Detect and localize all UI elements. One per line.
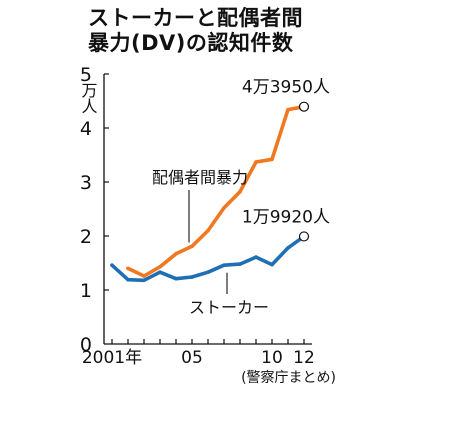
series-1-point-2011 [286, 246, 290, 250]
series-1-point-2000 [110, 263, 114, 267]
series-0-point-2009 [254, 160, 258, 164]
y-axis-label: 万人 [79, 82, 98, 114]
series-1-point-2009 [254, 255, 258, 259]
y-axis: 万人 0 1 2 3 4 5 [79, 64, 109, 356]
series-1-point-2006 [206, 270, 210, 274]
y-tick-label-2: 2 [80, 226, 92, 248]
series-name-1: ストーカー [189, 298, 269, 317]
series-1-point-2004 [174, 276, 178, 281]
series-0-point-2007 [222, 206, 226, 210]
series-0-point-2012 [298, 101, 310, 112]
series-1-point-2001 [126, 277, 130, 282]
series-1-point-2010 [270, 262, 274, 267]
series-0-point-2003 [158, 264, 162, 269]
series-0-point-2001 [126, 266, 130, 271]
series-1-point-2002 [142, 278, 146, 283]
series-layer [110, 101, 310, 283]
series-1-point-2003 [158, 270, 162, 274]
chart-title-line-2: 暴力(DV)の認知件数 [88, 31, 294, 55]
series-0-point-2004 [174, 252, 178, 256]
series-line-0 [126, 104, 306, 278]
series-0-point-2010 [270, 157, 274, 162]
y-tick-label-3: 3 [80, 172, 92, 194]
series-name-0: 配偶者間暴力 [152, 168, 248, 187]
chart-title-line-1: ストーカーと配偶者間 [88, 6, 303, 30]
y-tick-label-4: 4 [80, 118, 92, 140]
endpoint-label-1: 1万9920人 [242, 207, 330, 227]
series-0-point-2006 [206, 228, 210, 233]
series-0-point-2005 [190, 244, 194, 249]
x-tick-label-2000: 2001年 [82, 348, 142, 368]
x-tick-label-2012: 12 [293, 348, 315, 368]
y-tick-label-1: 1 [80, 280, 92, 302]
series-0-point-2008 [238, 189, 242, 194]
series-0-point-2011 [286, 107, 290, 112]
y-tick-label-0: 0 [80, 334, 92, 356]
x-tick-label-2005: 05 [181, 348, 203, 368]
series-1-point-2008 [238, 262, 242, 266]
series-1-point-2012 [298, 231, 310, 242]
x-axis: 2001年 05 10 12 [82, 339, 315, 368]
chart-title: ストーカーと配偶者間 暴力(DV)の認知件数 [88, 6, 303, 56]
x-tick-label-2010: 10 [261, 348, 283, 368]
series-1-point-2007 [222, 263, 226, 267]
series-1-point-2005 [190, 275, 194, 279]
source-note: (警察庁まとめ) [241, 369, 336, 386]
y-tick-label-5: 5 [80, 64, 92, 86]
endpoint-label-0: 4万3950人 [242, 78, 330, 98]
series-0-point-2002 [142, 274, 146, 278]
